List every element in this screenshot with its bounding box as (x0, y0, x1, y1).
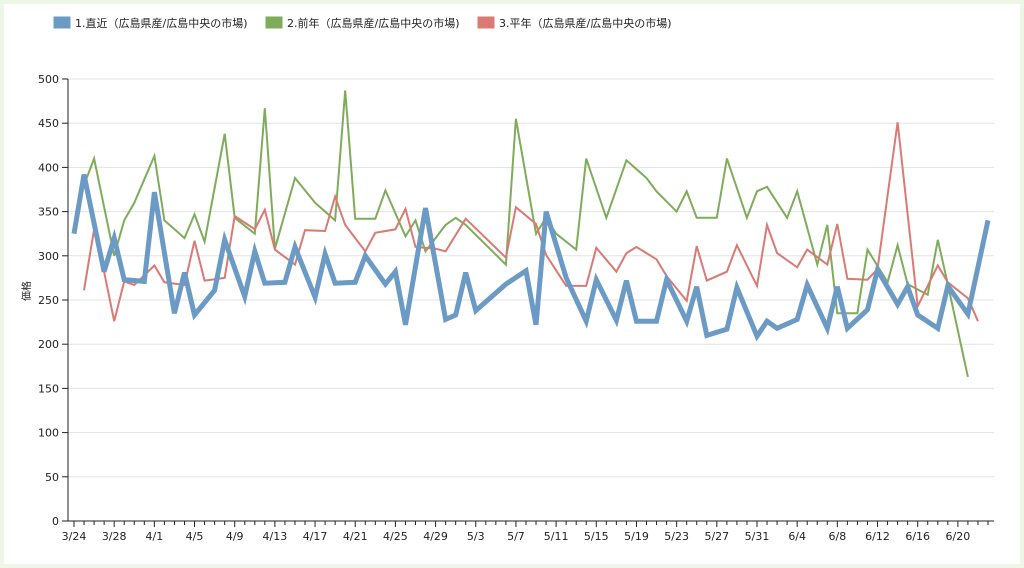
x-tick-label: 5/19 (624, 530, 649, 543)
x-tick-label: 6/20 (946, 530, 971, 543)
y-tick-label: 450 (38, 117, 59, 130)
y-tick-label: 50 (45, 471, 59, 484)
legend-label-2[interactable]: 2.前年（広島県産/広島中央の市場) (287, 16, 460, 30)
x-tick-label: 6/4 (788, 530, 806, 543)
y-axis-title: 価格 (20, 281, 33, 301)
legend-label-1[interactable]: 1.直近（広島県産/広島中央の市場) (75, 16, 248, 30)
x-tick-label: 6/12 (865, 530, 890, 543)
legend: 1.直近（広島県産/広島中央の市場) 2.前年（広島県産/広島中央の市場) 3.平年… (53, 16, 672, 30)
x-tick-label: 4/29 (423, 530, 448, 543)
y-tick-label: 150 (38, 382, 59, 395)
axes: 0 50 100 150 200 250 300 350 400 450 500 3/24 3/28 4/… (38, 73, 994, 543)
y-tick-label: 200 (38, 338, 59, 351)
series-line-1 (71, 173, 991, 342)
y-tick-label: 100 (38, 427, 59, 440)
y-tick-label: 400 (38, 161, 59, 174)
x-tick-label: 4/13 (263, 530, 288, 543)
x-tick-label: 6/16 (905, 530, 930, 543)
x-tick-label: 3/28 (102, 530, 127, 543)
x-tick-label: 5/3 (467, 530, 485, 543)
series-lines (71, 90, 991, 378)
legend-swatch-3[interactable] (477, 16, 495, 29)
series-line-3 (83, 122, 979, 322)
x-tick-label: 5/15 (584, 530, 609, 543)
legend-label-3[interactable]: 3.平年（広島県産/広島中央の市場) (499, 16, 672, 30)
x-tick-label: 4/9 (226, 530, 244, 543)
chart-frame: 1.直近（広島県産/広島中央の市場) 2.前年（広島県産/広島中央の市場) 3.平年… (4, 4, 1020, 564)
x-tick-label: 5/31 (745, 530, 770, 543)
x-tick-label: 6/8 (828, 530, 846, 543)
x-tick-label: 5/7 (507, 530, 525, 543)
x-tick-label: 5/27 (704, 530, 729, 543)
y-tick-label: 0 (52, 515, 59, 528)
y-tick-label: 500 (38, 73, 59, 86)
x-tick-label: 4/25 (383, 530, 408, 543)
x-tick-label: 3/24 (62, 530, 87, 543)
x-tick-label: 4/1 (146, 530, 164, 543)
legend-swatch-1[interactable] (53, 16, 71, 29)
x-tick-label: 4/17 (303, 530, 328, 543)
line-chart: 1.直近（広島県産/広島中央の市場) 2.前年（広島県産/広島中央の市場) 3.平年… (20, 16, 994, 543)
y-tick-label: 250 (38, 294, 59, 307)
y-tick-label: 300 (38, 250, 59, 263)
x-tick-label: 5/11 (544, 530, 569, 543)
series-line-2 (83, 90, 969, 378)
legend-swatch-2[interactable] (265, 16, 283, 29)
x-tick-label: 5/23 (664, 530, 689, 543)
y-tick-label: 350 (38, 206, 59, 219)
x-tick-label: 4/5 (186, 530, 204, 543)
x-tick-label: 4/21 (343, 530, 368, 543)
